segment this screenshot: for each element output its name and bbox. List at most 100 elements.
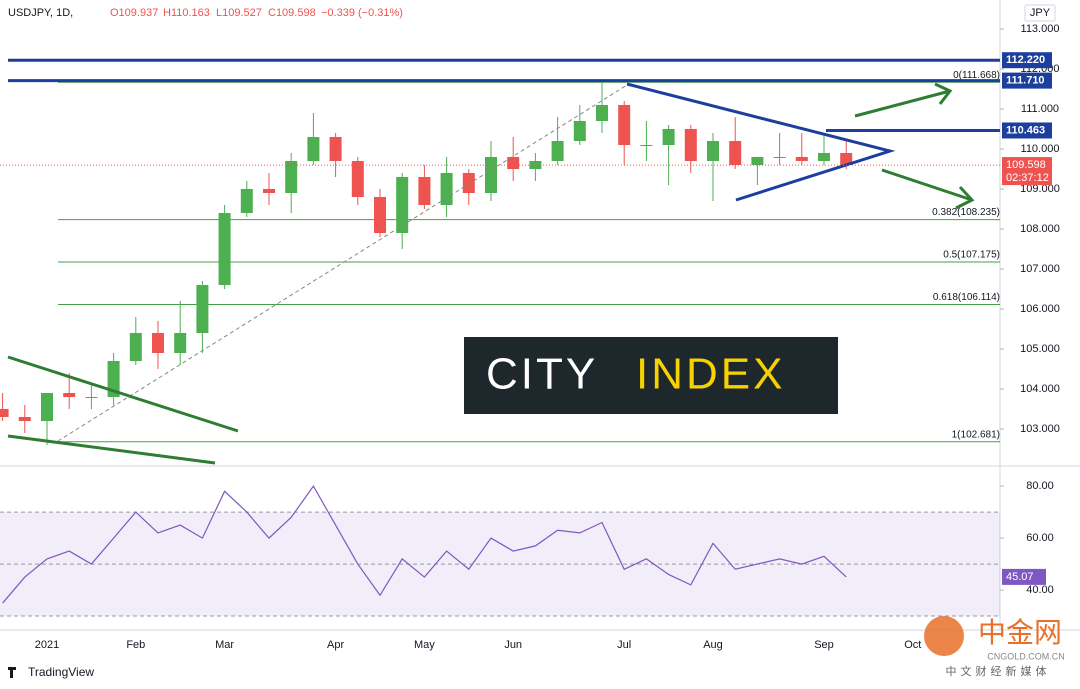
candle-body: [63, 393, 76, 397]
candle-body: [351, 161, 364, 197]
x-tick-label: 2021: [35, 639, 59, 651]
x-tick-label: Jun: [504, 639, 522, 651]
y-tick-label: 110.000: [1021, 143, 1060, 155]
ohlc-low: L109.527: [216, 7, 262, 19]
candle-body: [729, 141, 742, 165]
y-tick-label: 103.000: [1020, 423, 1060, 435]
ohlc-open: O109.937: [110, 7, 158, 19]
y-tick-label: 113.000: [1021, 23, 1060, 35]
y-tick-label: 105.000: [1020, 343, 1060, 355]
currency-badge[interactable]: [1024, 4, 1056, 22]
candle-body: [596, 105, 608, 121]
level-badge: [1002, 122, 1052, 139]
x-tick-label: Sep: [814, 639, 834, 651]
candle-body: [684, 129, 697, 161]
fib-label: 0(111.668): [953, 70, 1000, 81]
candle-body: [618, 105, 631, 145]
candle-body: [129, 333, 142, 361]
site-url: CNGOLD.COM.CN: [987, 651, 1065, 661]
candle-body: [85, 397, 98, 398]
candle-body: [240, 189, 253, 213]
site-icon: [924, 616, 964, 656]
fib-label: 1(102.681): [952, 429, 1000, 440]
candle-body: [18, 417, 31, 421]
x-tick-label: Jul: [617, 639, 631, 651]
level-badge: [1002, 72, 1052, 89]
y-tick-label: 60.00: [1026, 532, 1054, 544]
y-tick-label: 106.000: [1020, 303, 1060, 315]
candle-body: [440, 173, 453, 205]
candle-body: [0, 409, 9, 417]
triangle-pattern: [626, 82, 896, 202]
logo-box: [464, 337, 838, 414]
x-tick-label: May: [414, 639, 435, 651]
currency[interactable]: JPY: [1030, 7, 1051, 19]
candle-body: [507, 157, 520, 169]
candle-body: [418, 177, 431, 205]
platform-icon: [8, 667, 16, 678]
level-label: 112.220: [1006, 54, 1045, 66]
last-price-label: 109.598: [1006, 159, 1046, 171]
x-tick-label: Feb: [126, 639, 145, 651]
candle-body: [773, 157, 786, 158]
y-tick-label: 111.000: [1021, 103, 1059, 115]
fib-label: 0.382(108.235): [932, 207, 1000, 218]
symbol: USDJPY, 1D,: [8, 7, 73, 19]
site-name: 中金网: [978, 616, 1062, 649]
ohlc-close: C109.598: [268, 7, 316, 19]
x-tick-label: Oct: [904, 639, 921, 651]
candle-body: [218, 213, 231, 285]
plot: 103.000 104.000 105.000 106.000 107.000 108.0…: [0, 23, 1060, 651]
candle-body: [529, 161, 542, 169]
logo: CITY INDEX: [464, 337, 838, 414]
candle-body: [551, 141, 564, 161]
candle-body: [573, 121, 586, 141]
candle-body: [196, 285, 209, 333]
candle-body: [795, 157, 808, 161]
candle-body: [263, 189, 275, 193]
candle-body: [640, 145, 653, 146]
candle-body: [840, 153, 853, 165]
rsi-last-label: 45.07: [1006, 571, 1034, 583]
candle-body: [41, 393, 53, 421]
candle-body: [462, 173, 475, 193]
site-tagline: 中文财经新媒体: [946, 664, 1051, 678]
candle-body: [707, 141, 719, 161]
level-badge: [1002, 52, 1052, 69]
candle-body: [107, 361, 120, 397]
y-tick-label: 80.00: [1026, 480, 1054, 492]
candle-body: [285, 161, 298, 193]
rsi-badge: [1002, 568, 1046, 585]
x-tick-label: Mar: [215, 639, 234, 651]
rsi-line: [2, 484, 847, 604]
candle-body: [485, 157, 497, 193]
fib-label: 0.5(107.175): [943, 250, 1000, 261]
y-tick-label: 108.000: [1020, 223, 1060, 235]
level-label: 111.710: [1006, 75, 1045, 87]
candle-body: [152, 333, 164, 353]
ohlc-high: H110.163: [163, 7, 210, 19]
logo-text: INDEX: [636, 350, 785, 399]
countdown: 02:37:12: [1006, 172, 1049, 184]
candle-body: [818, 153, 830, 161]
last-price-badge: [1002, 157, 1052, 186]
candle-body: [396, 177, 409, 233]
platform: TradingView: [28, 665, 94, 679]
ohlc-change: −0.339 (−0.31%): [321, 7, 403, 19]
candle-body: [662, 129, 675, 145]
candle-body: [374, 197, 386, 233]
candle-body: [307, 137, 320, 161]
candle-body: [329, 137, 342, 161]
fib-label: 0.618(106.114): [933, 292, 1000, 303]
y-tick-label: 107.000: [1020, 263, 1060, 275]
green-trendlines: [7, 82, 975, 465]
level-label: 110.463: [1006, 124, 1045, 136]
y-tick-label: 40.00: [1026, 584, 1054, 596]
logo-text: CITY: [486, 350, 598, 399]
x-tick-label: Apr: [327, 639, 344, 651]
y-tick-label: 104.000: [1020, 383, 1060, 395]
y-tick-label: 109.000: [1020, 183, 1060, 195]
x-tick-label: Aug: [703, 639, 723, 651]
